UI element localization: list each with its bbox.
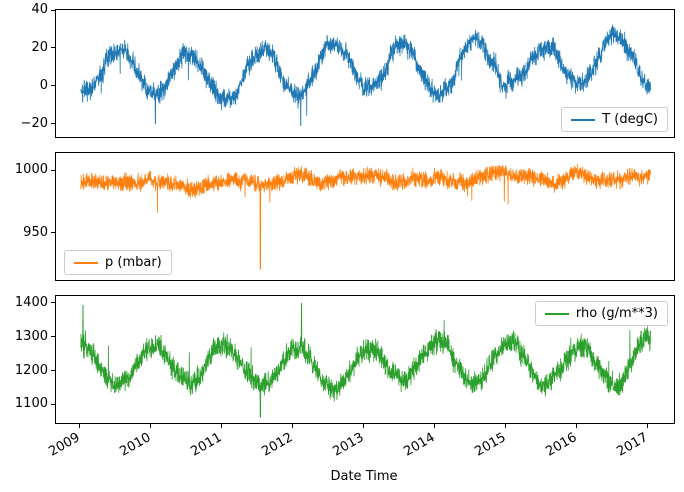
- y-tick-mark: [51, 336, 55, 338]
- x-tick-label: 2016: [543, 430, 580, 460]
- x-tick-label: 2014: [401, 430, 438, 460]
- x-axis-label: Date Time: [330, 469, 398, 484]
- legend-rho: rho (g/m**3): [534, 301, 668, 326]
- temperature-line-plot: [80, 24, 651, 126]
- legend-temperature: T (degC): [561, 107, 668, 132]
- x-tick-label: 2013: [330, 430, 367, 460]
- y-tick-label-temperature: 40: [31, 2, 48, 17]
- legend-line-temperature: [571, 118, 596, 121]
- y-tick-mark: [51, 403, 55, 405]
- x-tick-mark: [433, 424, 435, 428]
- y-tick-label-pressure: 1000: [14, 162, 48, 178]
- y-tick-label-temperature: 20: [31, 39, 48, 55]
- x-tick-mark: [362, 424, 364, 428]
- y-tick-mark: [51, 232, 55, 234]
- pressure-series-line: [80, 163, 651, 270]
- legend-line-pressure: [74, 261, 98, 264]
- legend-label-rho: rho (g/m**3): [575, 306, 658, 321]
- x-tick-mark: [646, 424, 648, 428]
- y-tick-label-temperature: 0: [39, 77, 48, 93]
- legend-label-pressure: p (mbar): [105, 255, 162, 270]
- y-tick-mark: [51, 123, 55, 125]
- rho-series-line: [80, 303, 651, 418]
- x-tick-mark: [220, 424, 222, 428]
- y-tick-label-rho: 1100: [14, 396, 48, 412]
- x-tick-mark: [575, 424, 577, 428]
- y-tick-mark: [51, 370, 55, 371]
- x-tick-label: 2015: [472, 430, 509, 460]
- subplot-pressure: p (mbar): [55, 152, 675, 281]
- x-tick-label: 2010: [117, 430, 154, 460]
- x-tick-label: 2017: [614, 430, 651, 460]
- x-tick-mark: [149, 424, 151, 428]
- y-tick-label-pressure: 950: [23, 224, 48, 240]
- temperature-series-line: [80, 24, 651, 126]
- y-tick-label-temperature: −20: [20, 115, 48, 131]
- x-tick-label: 2012: [259, 430, 296, 460]
- legend-pressure: p (mbar): [64, 250, 172, 275]
- y-tick-label-rho: 1400: [14, 294, 48, 310]
- pressure-line-plot: [80, 163, 651, 270]
- rho-line-plot: [80, 303, 651, 418]
- x-tick-mark: [291, 424, 293, 428]
- legend-line-rho: [544, 312, 569, 315]
- y-tick-label-rho: 1300: [14, 328, 48, 344]
- y-tick-mark: [51, 85, 55, 87]
- x-tick-mark: [78, 424, 80, 428]
- y-tick-mark: [51, 169, 55, 171]
- subplot-rho: rho (g/m**3): [55, 295, 675, 424]
- x-tick-label: 2009: [46, 430, 83, 460]
- subplot-temperature: T (degC): [55, 9, 675, 138]
- y-tick-mark: [51, 9, 55, 11]
- y-tick-mark: [51, 47, 55, 49]
- y-tick-label-rho: 1200: [14, 362, 48, 378]
- x-tick-mark: [504, 424, 506, 428]
- y-tick-mark: [51, 302, 55, 304]
- x-tick-label: 2011: [188, 430, 225, 460]
- legend-label-temperature: T (degC): [602, 112, 658, 127]
